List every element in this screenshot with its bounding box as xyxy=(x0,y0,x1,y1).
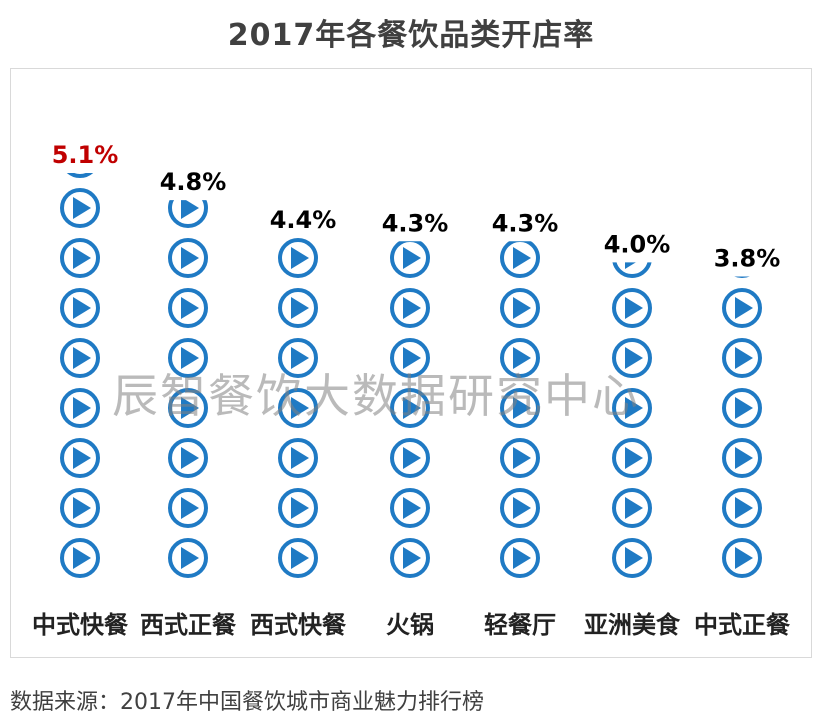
play-icon xyxy=(168,538,208,578)
play-icon xyxy=(278,238,318,278)
partial-play-icon xyxy=(612,262,652,278)
value-label: 5.1% xyxy=(52,141,119,169)
play-icon xyxy=(278,438,318,478)
category-label: 轻餐厅 xyxy=(484,611,556,639)
play-icon xyxy=(722,388,762,428)
category-label: 中式正餐 xyxy=(694,611,791,639)
category-label: 西式正餐 xyxy=(140,611,237,639)
play-icon xyxy=(612,488,652,528)
play-icon xyxy=(60,488,100,528)
chart-title: 2017年各餐饮品类开店率 xyxy=(227,18,595,53)
play-icon xyxy=(500,438,540,478)
category-label: 西式快餐 xyxy=(250,611,347,639)
value-label: 4.3% xyxy=(492,209,559,237)
play-icon xyxy=(500,338,540,378)
play-icon xyxy=(390,338,430,378)
bar-4 xyxy=(390,241,430,578)
bar-7 xyxy=(722,276,762,578)
play-icon xyxy=(278,288,318,328)
play-icon xyxy=(390,438,430,478)
play-icon xyxy=(722,288,762,328)
value-label: 4.4% xyxy=(270,206,337,234)
bar-3 xyxy=(278,238,318,578)
bar-6 xyxy=(612,262,652,578)
play-icon xyxy=(60,438,100,478)
play-icon xyxy=(390,288,430,328)
play-icon xyxy=(278,488,318,528)
value-label: 4.0% xyxy=(604,230,671,258)
play-icon xyxy=(168,338,208,378)
play-icon xyxy=(500,538,540,578)
play-icon xyxy=(60,538,100,578)
play-icon xyxy=(168,288,208,328)
play-icon xyxy=(278,538,318,578)
play-icon xyxy=(60,238,100,278)
play-icon xyxy=(60,388,100,428)
bar-5 xyxy=(500,241,540,578)
play-icon xyxy=(60,188,100,228)
play-icon xyxy=(500,288,540,328)
partial-play-icon xyxy=(500,241,540,278)
value-label: 4.3% xyxy=(382,209,449,237)
value-label: 3.8% xyxy=(714,244,781,272)
play-icon xyxy=(168,488,208,528)
play-icon xyxy=(500,488,540,528)
bar-1 xyxy=(60,172,100,578)
play-icon xyxy=(168,238,208,278)
play-icon xyxy=(612,438,652,478)
category-label: 中式快餐 xyxy=(32,611,129,639)
play-icon xyxy=(278,338,318,378)
play-icon xyxy=(612,338,652,378)
partial-play-icon xyxy=(66,172,94,178)
source-note: 数据来源：2017年中国餐饮城市商业魅力排行榜 xyxy=(10,690,484,715)
play-icon xyxy=(390,488,430,528)
play-icon xyxy=(168,438,208,478)
play-icon xyxy=(390,538,430,578)
play-icon xyxy=(390,388,430,428)
value-label: 4.8% xyxy=(160,168,227,196)
play-icon xyxy=(612,388,652,428)
play-icon xyxy=(278,388,318,428)
play-icon xyxy=(60,288,100,328)
play-icon xyxy=(60,338,100,378)
play-icon xyxy=(722,538,762,578)
play-icon xyxy=(722,338,762,378)
category-label: 亚洲美食 xyxy=(584,611,681,639)
partial-play-icon xyxy=(390,241,430,278)
category-label: 火锅 xyxy=(386,611,434,639)
play-icon xyxy=(168,388,208,428)
play-icon xyxy=(722,438,762,478)
play-icon xyxy=(612,288,652,328)
play-icon xyxy=(722,488,762,528)
bar-2 xyxy=(168,200,208,578)
play-icon xyxy=(612,538,652,578)
partial-play-icon xyxy=(168,200,208,228)
play-icon xyxy=(500,388,540,428)
